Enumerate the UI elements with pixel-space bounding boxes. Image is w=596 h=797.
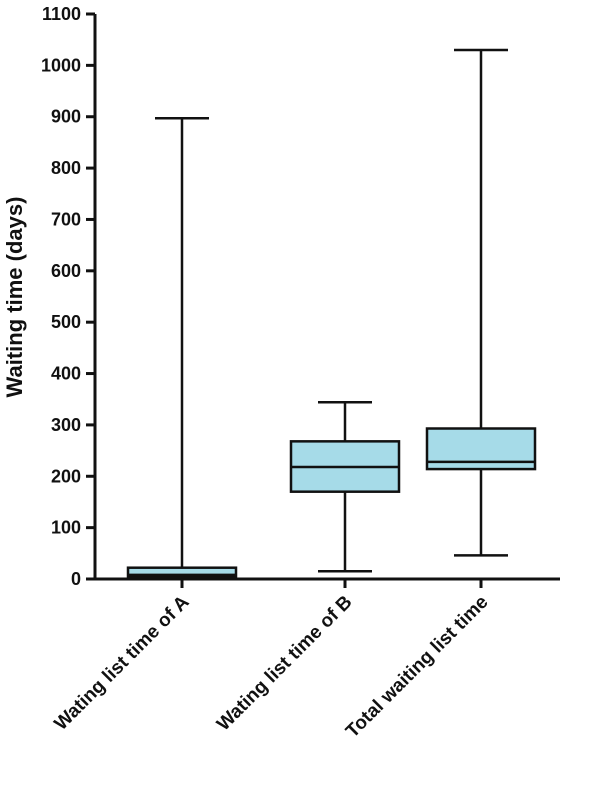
- y-tick-label: 500: [51, 312, 81, 332]
- y-tick-label: 600: [51, 261, 81, 281]
- y-tick-label: 200: [51, 466, 81, 486]
- y-axis-title-group: Waiting time (days): [2, 197, 27, 398]
- box-group: [425, 48, 537, 557]
- x-category-label: Total waiting list time: [342, 592, 492, 742]
- y-tick-label: 800: [51, 158, 81, 178]
- y-tick-label: 100: [51, 518, 81, 538]
- y-tick-label: 700: [51, 209, 81, 229]
- iqr-box: [126, 566, 238, 579]
- y-tick-label: 0: [71, 569, 81, 589]
- y-tick-label: 1000: [41, 55, 81, 75]
- y-axis-title: Waiting time (days): [2, 197, 27, 398]
- x-category-label: Wating list time of A: [51, 591, 194, 734]
- box-group: [126, 117, 238, 581]
- y-axis: 0 100 200 300 400 500 600 700 800 900 1000 1100: [41, 4, 97, 589]
- y-tick-label: 400: [51, 364, 81, 384]
- y-tick-label: 300: [51, 415, 81, 435]
- x-axis: Wating list time of A Wating list time of…: [51, 577, 560, 742]
- y-tick-label: 900: [51, 107, 81, 127]
- plot-area: [126, 48, 537, 581]
- x-category-label: Wating list time of B: [213, 592, 356, 735]
- y-tick-label: 1100: [42, 4, 81, 24]
- box-group: [289, 401, 401, 573]
